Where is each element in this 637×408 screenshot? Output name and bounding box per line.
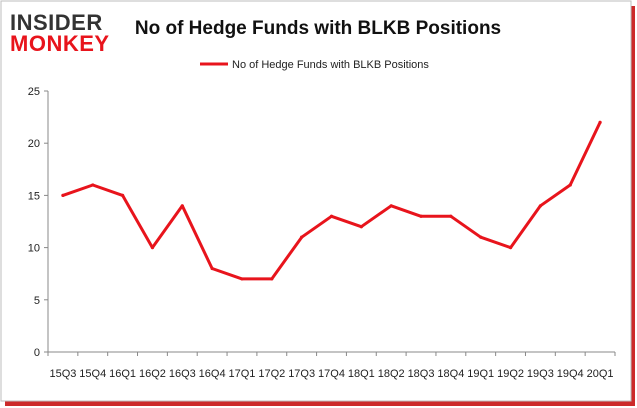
x-tick-label: 16Q3 bbox=[169, 368, 196, 380]
data-point bbox=[449, 214, 453, 218]
legend-label: No of Hedge Funds with BLKB Positions bbox=[232, 59, 429, 71]
series-layer bbox=[61, 120, 602, 281]
y-tick-label: 10 bbox=[28, 243, 40, 255]
x-tick-label: 19Q2 bbox=[497, 368, 524, 380]
y-ticks: 0 5 10 15 20 25 bbox=[28, 86, 48, 359]
data-point bbox=[568, 183, 572, 187]
data-point bbox=[329, 214, 334, 218]
x-tick-label: 15Q3 bbox=[49, 368, 76, 380]
insider-monkey-logo: INSIDER MONKEY bbox=[10, 10, 110, 56]
x-tick-label: 17Q4 bbox=[318, 368, 345, 380]
x-tick-label: 16Q4 bbox=[199, 368, 226, 380]
x-tick-label: 19Q1 bbox=[467, 368, 494, 380]
logo-line-1: INSIDER bbox=[10, 10, 103, 35]
x-tick-label: 16Q2 bbox=[139, 368, 166, 380]
data-point bbox=[150, 246, 155, 250]
y-tick-label: 25 bbox=[28, 86, 40, 98]
legend: No of Hedge Funds with BLKB Positions bbox=[200, 59, 429, 71]
data-point bbox=[389, 204, 393, 208]
x-tick-label: 18Q3 bbox=[408, 368, 435, 380]
x-tick-label: 17Q3 bbox=[288, 368, 315, 380]
data-point bbox=[508, 246, 513, 250]
data-point bbox=[359, 225, 363, 229]
x-tick-label: 15Q4 bbox=[79, 368, 106, 380]
data-point bbox=[91, 183, 95, 187]
data-point bbox=[121, 193, 125, 197]
data-point bbox=[270, 277, 274, 281]
data-point bbox=[180, 204, 184, 208]
data-point bbox=[479, 235, 483, 239]
data-point bbox=[598, 120, 602, 124]
x-tick-label: 17Q2 bbox=[258, 368, 285, 380]
x-tick-label: 18Q1 bbox=[348, 368, 375, 380]
x-tick-label: 16Q1 bbox=[109, 368, 136, 380]
x-tick-label: 17Q1 bbox=[229, 368, 256, 380]
y-tick-label: 0 bbox=[34, 347, 40, 359]
y-tick-label: 5 bbox=[34, 295, 40, 307]
panel bbox=[0, 0, 632, 402]
x-tick-label: 19Q3 bbox=[527, 368, 554, 380]
data-point bbox=[240, 277, 244, 281]
data-point bbox=[419, 214, 423, 218]
y-tick-label: 15 bbox=[28, 190, 40, 202]
data-point bbox=[538, 204, 542, 208]
x-tick-label: 18Q2 bbox=[378, 368, 405, 380]
x-tick-label: 19Q4 bbox=[557, 368, 584, 380]
data-point bbox=[300, 235, 304, 239]
logo-line-2: MONKEY bbox=[10, 31, 110, 56]
x-tick-label: 18Q4 bbox=[437, 368, 464, 380]
data-point bbox=[210, 266, 214, 271]
x-ticks: 15Q3 15Q4 16Q1 16Q2 16Q3 16Q4 17Q1 17Q2 17Q3 17Q4… bbox=[47, 352, 616, 380]
y-tick-label: 20 bbox=[28, 138, 40, 150]
data-point bbox=[61, 193, 65, 197]
chart-title: No of Hedge Funds with BLKB Positions bbox=[135, 18, 501, 39]
x-tick-label: 20Q1 bbox=[587, 368, 614, 380]
